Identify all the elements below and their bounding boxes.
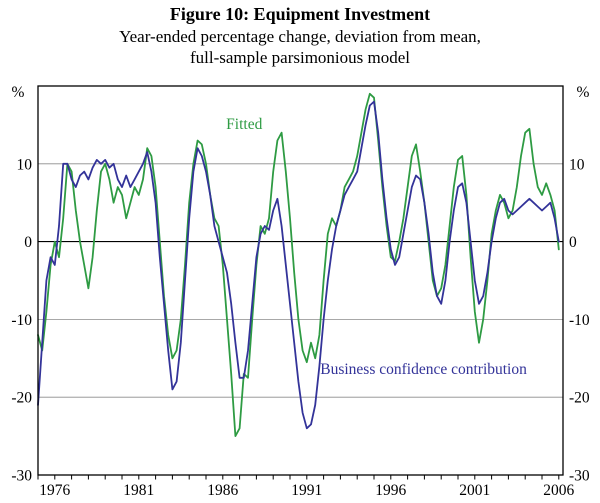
unit-label-right: %: [577, 84, 590, 101]
plot-frame: [37, 85, 564, 477]
x-tick-label: 2006: [543, 482, 574, 499]
y-tick-label-left: -10: [11, 312, 32, 329]
y-tick-label-right: -30: [569, 468, 590, 485]
x-tick-label: 2001: [459, 482, 490, 499]
chart-subtitle-line2: full-sample parsimonious model: [189, 48, 411, 67]
x-tick-label: 1981: [123, 482, 154, 499]
y-tick-label-right: 10: [569, 157, 585, 174]
x-tick-label: 1976: [39, 482, 70, 499]
series-label: Business confidence contribution: [320, 361, 527, 378]
series-label: Fitted: [226, 116, 262, 133]
y-tick-label-right: -10: [569, 312, 590, 329]
confidence-line: [37, 101, 560, 430]
x-tick-label: 1986: [207, 482, 238, 499]
chart-subtitle-line1: Year-ended percentage change, deviation …: [119, 26, 481, 46]
x-tick-label: 1991: [291, 482, 322, 499]
fitted-line: [37, 93, 560, 438]
chart-title: Figure 10: Equipment Investment: [169, 4, 431, 24]
x-tick-label: 1996: [375, 482, 406, 499]
y-tick-label-left: 10: [17, 157, 33, 174]
y-tick-label-left: -20: [11, 390, 32, 407]
chart-svg: 1976 1981 1986 1991 1996 2001 2006 10 10 0 0 -10 -10…: [11, 84, 590, 499]
y-tick-label-left: -30: [11, 468, 32, 485]
y-tick-label-right: 0: [569, 235, 577, 252]
y-tick-label-right: -20: [569, 390, 590, 407]
y-tick-label-left: 0: [24, 235, 32, 252]
unit-label-left: %: [12, 84, 25, 101]
